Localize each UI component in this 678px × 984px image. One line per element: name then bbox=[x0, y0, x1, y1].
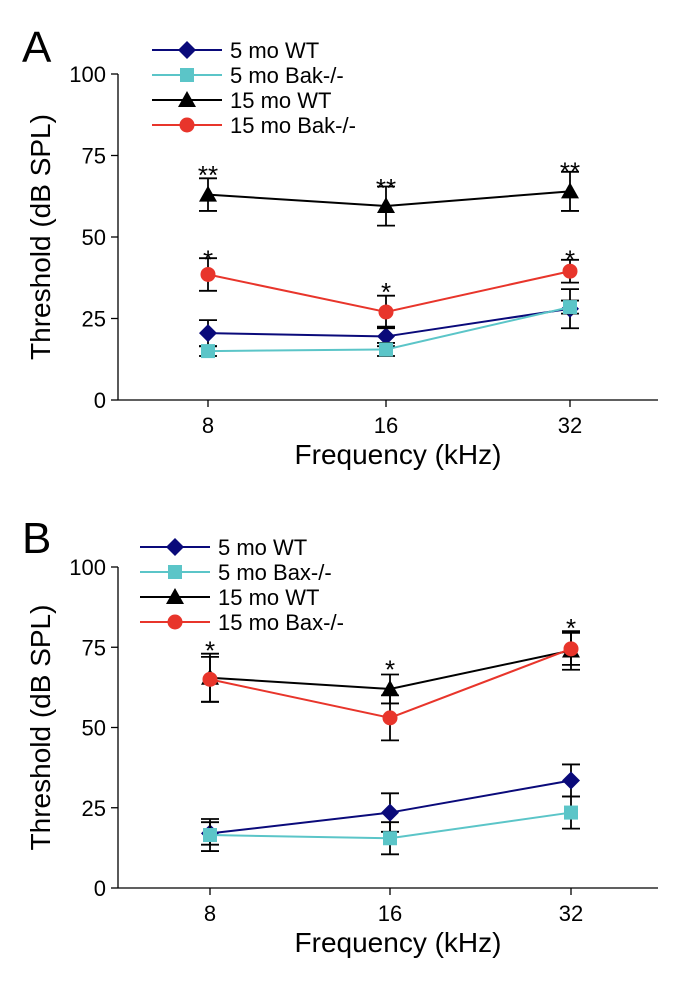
legend-marker bbox=[178, 41, 196, 59]
panel-a: A 0 25 50 75 100 8 16 32 Frequency (kHz) Threshold… bbox=[22, 23, 658, 470]
legend-item: 5 mo Bak-/- bbox=[152, 63, 344, 88]
panel-b: B 0 25 50 75 100 8 16 32 Frequency (kHz) Threshold… bbox=[22, 514, 658, 958]
legend-item: 15 mo WT bbox=[152, 88, 331, 113]
y-tick-label: 100 bbox=[69, 62, 106, 87]
data-point bbox=[383, 831, 397, 846]
data-point bbox=[381, 679, 399, 696]
legend-marker bbox=[179, 117, 195, 133]
x-tick-label: 32 bbox=[559, 901, 583, 926]
legend-item: 15 mo Bak-/- bbox=[152, 113, 356, 138]
legend-label: 5 mo WT bbox=[230, 38, 319, 63]
data-point bbox=[201, 344, 215, 359]
significance-marker: * bbox=[385, 655, 395, 685]
legend-marker bbox=[166, 588, 184, 604]
y-tick-label: 75 bbox=[82, 635, 106, 660]
legend-item: 5 mo WT bbox=[140, 535, 307, 560]
legend-item: 15 mo Bax-/- bbox=[140, 610, 344, 635]
y-tick-label: 100 bbox=[69, 555, 106, 580]
series-3 bbox=[199, 257, 579, 330]
legend-label: 15 mo Bak-/- bbox=[230, 113, 356, 138]
data-point bbox=[561, 182, 579, 199]
y-tick-label: 75 bbox=[82, 144, 106, 169]
data-point bbox=[381, 803, 399, 822]
y-tick-label: 25 bbox=[82, 796, 106, 821]
data-point bbox=[382, 710, 398, 726]
series-3 bbox=[201, 631, 580, 742]
x-tick-label: 8 bbox=[202, 413, 214, 438]
legend-label: 15 mo WT bbox=[218, 585, 319, 610]
significance-marker: * bbox=[205, 635, 215, 665]
legend-label: 15 mo WT bbox=[230, 88, 331, 113]
data-point bbox=[199, 185, 217, 202]
x-tick-label: 32 bbox=[558, 413, 582, 438]
y-axis-title: Threshold (dB SPL) bbox=[25, 114, 56, 360]
legend-item: 15 mo WT bbox=[140, 585, 319, 610]
y-axis-title: Threshold (dB SPL) bbox=[25, 605, 56, 851]
data-point bbox=[378, 304, 394, 320]
legend-item: 5 mo Bax-/- bbox=[140, 560, 332, 585]
y-tick-label: 25 bbox=[82, 307, 106, 332]
data-point bbox=[562, 263, 578, 279]
significance-marker: ** bbox=[560, 157, 580, 187]
legend-label: 5 mo WT bbox=[218, 535, 307, 560]
legend-marker bbox=[178, 91, 196, 107]
significance-marker: * bbox=[381, 277, 391, 307]
legend-item: 5 mo WT bbox=[152, 38, 319, 63]
x-tick-label: 8 bbox=[204, 901, 216, 926]
y-tick-label: 50 bbox=[82, 716, 106, 741]
legend-marker bbox=[167, 614, 183, 630]
data-point bbox=[377, 197, 395, 214]
legend-label: 15 mo Bax-/- bbox=[218, 610, 344, 635]
significance-marker: * bbox=[203, 245, 213, 275]
data-point bbox=[564, 805, 578, 820]
y-tick-label: 50 bbox=[82, 225, 106, 250]
series-1 bbox=[201, 795, 580, 856]
panel-label: A bbox=[22, 23, 52, 72]
data-point bbox=[562, 771, 580, 790]
x-axis-title: Frequency (kHz) bbox=[295, 927, 502, 958]
series-2 bbox=[199, 170, 579, 227]
data-point bbox=[563, 641, 579, 657]
legend-marker bbox=[168, 565, 182, 579]
data-point bbox=[203, 828, 217, 843]
y-tick-label: 0 bbox=[94, 388, 106, 413]
x-axis-title: Frequency (kHz) bbox=[295, 439, 502, 470]
legend-label: 5 mo Bak-/- bbox=[230, 63, 344, 88]
x-tick-label: 16 bbox=[378, 901, 402, 926]
data-point bbox=[377, 327, 395, 346]
data-point bbox=[202, 671, 218, 687]
significance-marker: ** bbox=[198, 160, 218, 190]
significance-marker: * bbox=[566, 613, 576, 643]
panel-label: B bbox=[22, 514, 51, 563]
legend-label: 5 mo Bax-/- bbox=[218, 560, 332, 585]
data-point bbox=[199, 324, 217, 343]
significance-marker: ** bbox=[376, 173, 396, 203]
data-point bbox=[563, 300, 577, 315]
legend-marker bbox=[180, 68, 194, 82]
y-tick-label: 0 bbox=[94, 876, 106, 901]
data-point bbox=[200, 266, 216, 282]
data-point bbox=[379, 342, 393, 357]
x-tick-label: 16 bbox=[374, 413, 398, 438]
legend-marker bbox=[166, 538, 184, 556]
series-1 bbox=[199, 299, 579, 359]
significance-marker: * bbox=[565, 245, 575, 275]
